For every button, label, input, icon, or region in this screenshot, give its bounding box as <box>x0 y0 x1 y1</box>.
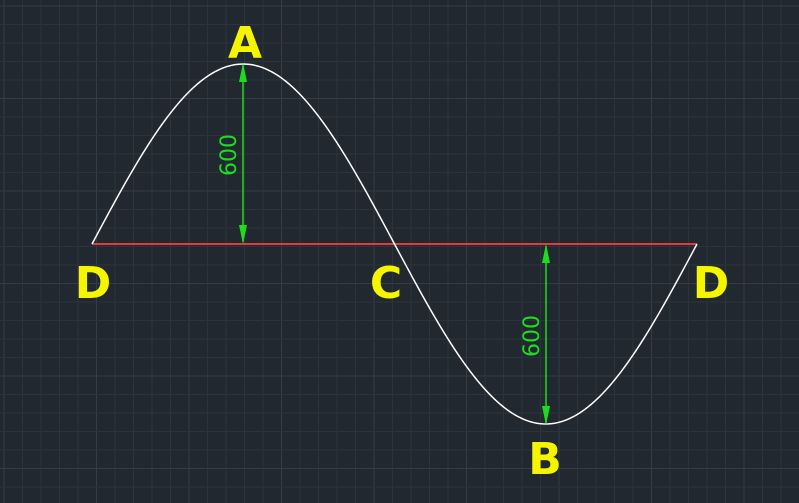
point-label-b: B <box>528 434 562 485</box>
arrowhead-top-icon <box>542 244 550 263</box>
arrowhead-bottom-icon <box>542 406 550 425</box>
dimension-peak[interactable]: 600 <box>217 63 247 244</box>
sine-curve[interactable] <box>91 63 698 425</box>
point-label-a: A <box>228 18 262 69</box>
point-label-d-right: D <box>693 258 730 309</box>
dimension-value-peak: 600 <box>217 134 242 176</box>
point-label-d-left: D <box>75 258 112 309</box>
arrowhead-top-icon <box>239 63 247 82</box>
dimension-trough[interactable]: 600 <box>520 244 550 425</box>
point-label-c: C <box>370 258 402 309</box>
dimension-value-trough: 600 <box>520 315 545 357</box>
arrowhead-bottom-icon <box>239 225 247 244</box>
